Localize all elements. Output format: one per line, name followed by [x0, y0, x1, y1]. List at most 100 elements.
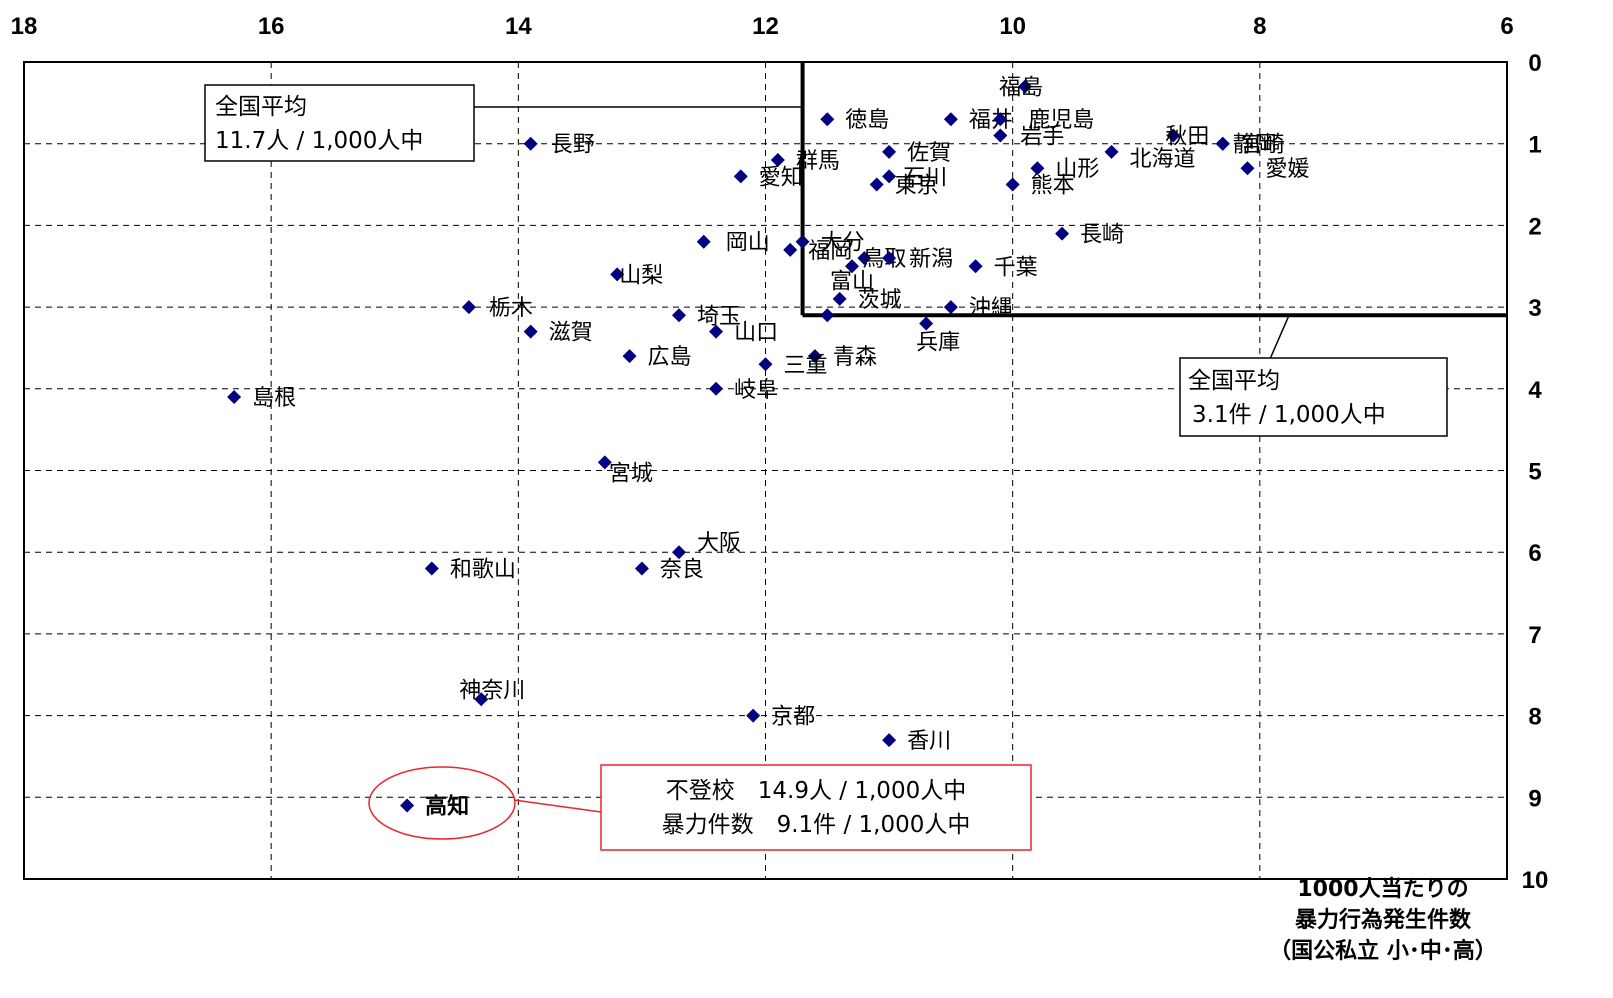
data-point-marker [733, 169, 748, 184]
data-point-label: 福島 [999, 76, 1043, 101]
data-point-label: 神奈川 [459, 678, 525, 703]
avg-y-box [1179, 357, 1448, 437]
data-point-label: 愛媛 [1265, 157, 1309, 182]
data-point-marker [993, 128, 1008, 143]
data-point-marker [461, 300, 476, 315]
data-point-label: 栃木 [489, 296, 533, 321]
data-point-label: 福井 [969, 108, 1013, 133]
x-tick-label: 14 [505, 13, 532, 40]
data-point-marker [795, 234, 810, 249]
data-point-marker [597, 455, 612, 470]
y-tick-label: 2 [1528, 213, 1541, 240]
data-point-label: 沖縄 [969, 296, 1013, 321]
data-point-marker [523, 136, 538, 151]
data-point-label: 長崎 [1080, 223, 1124, 248]
data-point-marker [845, 259, 860, 274]
data-point-label: 島根 [252, 386, 296, 411]
data-point-marker [783, 242, 798, 257]
data-point-label: 静岡 [1233, 133, 1277, 158]
data-point-marker [400, 798, 415, 813]
data-point-marker [943, 300, 958, 315]
data-point-label: 佐賀 [907, 141, 951, 166]
data-point-label: 兵庫 [916, 330, 960, 355]
data-point-label: 岩手 [1020, 125, 1064, 150]
data-point-label: 香川 [907, 729, 951, 754]
data-point-label: 秋田 [1165, 125, 1209, 150]
data-point-marker [696, 234, 711, 249]
data-point-marker [807, 349, 822, 364]
data-point-marker [820, 112, 835, 127]
data-point-label: 大阪 [697, 531, 741, 556]
data-point-label: 山形 [1055, 157, 1099, 182]
data-point-marker [523, 324, 538, 339]
data-point-label: 石川 [903, 165, 947, 190]
data-point-marker [820, 308, 835, 323]
data-point-label: 群馬 [796, 149, 840, 174]
data-point-marker [709, 324, 724, 339]
data-point-marker [882, 144, 897, 159]
data-point-label: 高知 [425, 793, 469, 819]
data-point-label: 千葉 [994, 255, 1038, 280]
data-point-label: 愛知 [759, 165, 803, 190]
data-point-label: 山口 [734, 321, 778, 346]
x-tick-label: 16 [258, 13, 285, 40]
data-point-marker [882, 733, 897, 748]
avg-y-connector [1269, 314, 1290, 360]
x-tick-label: 10 [999, 13, 1026, 40]
data-point-label: 奈良 [660, 558, 704, 583]
avg-y-title: 全国平均 [1188, 368, 1280, 394]
data-point-marker [993, 112, 1008, 127]
data-point-marker [1166, 128, 1181, 143]
data-point-marker [882, 251, 897, 266]
highlight-box [600, 764, 1032, 851]
data-point-label: 熊本 [1031, 174, 1075, 199]
data-point-marker [1030, 161, 1045, 176]
data-point-marker [227, 389, 242, 404]
data-point-label: 福岡 [808, 239, 852, 264]
data-point-marker [709, 381, 724, 396]
data-point-marker [770, 153, 785, 168]
avg-y-value: 3.1件 / 1,000人中 [1192, 402, 1386, 428]
data-point-label: 岐阜 [734, 378, 778, 403]
x-tick-label: 12 [752, 13, 779, 40]
average-lines [800, 62, 1507, 318]
y-axis-title-line: 暴力行為発生件数 [1294, 907, 1472, 933]
data-point-label: 広島 [648, 345, 692, 370]
x-tick-label: 8 [1253, 13, 1266, 40]
data-point-label: 富山 [830, 269, 874, 294]
highlight-line-1: 不登校 14.9人 / 1,000人中 [666, 778, 966, 804]
data-point-label: 北海道 [1130, 147, 1196, 172]
data-point-label: 徳島 [845, 108, 889, 133]
data-point-label: 三重 [784, 353, 828, 378]
data-point-marker [610, 267, 625, 282]
data-point-marker [869, 177, 884, 192]
y-tick-label: 3 [1528, 295, 1541, 322]
avg-x-value: 11.7人 / 1,000人中 [215, 128, 423, 154]
plot-frame [23, 61, 1508, 880]
y-tick-label: 4 [1528, 377, 1542, 404]
y-axis-title-line: （国公私立 小･中･高） [1269, 938, 1497, 964]
data-point-marker [882, 169, 897, 184]
data-point-label: 宮崎 [1241, 133, 1285, 158]
data-point-marker [919, 316, 934, 331]
data-point-label: 京都 [771, 705, 815, 730]
data-point-marker [634, 561, 649, 576]
data-point-marker [758, 357, 773, 372]
data-point-label: 長野 [551, 133, 595, 158]
x-tick-label: 18 [11, 13, 38, 40]
data-point-label: 埼玉 [697, 304, 741, 329]
avg-x-title: 全国平均 [215, 94, 307, 120]
y-tick-label: 1 [1528, 132, 1541, 159]
data-point-marker [1104, 144, 1119, 159]
y-tick-label: 6 [1528, 540, 1541, 567]
data-point-label: 東京 [895, 174, 939, 199]
data-point-label: 茨城 [858, 288, 902, 313]
y-tick-label: 8 [1528, 704, 1541, 731]
data-point-marker [474, 692, 489, 707]
data-point-label: 山梨 [619, 263, 663, 288]
y-axis-title-line: 1000人当たりの [1297, 877, 1468, 902]
data-point-label: 岡山 [726, 231, 770, 256]
